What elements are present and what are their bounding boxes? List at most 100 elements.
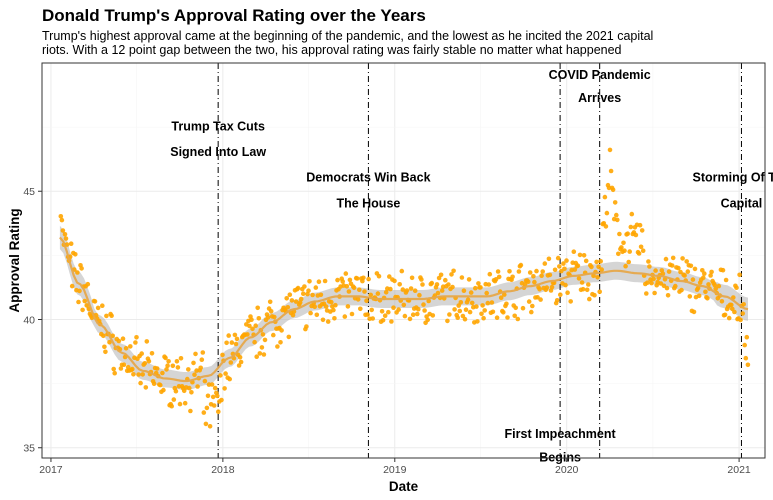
data-point (687, 294, 693, 299)
data-point (537, 287, 542, 292)
data-point (459, 275, 465, 280)
data-point (304, 324, 309, 329)
data-point (678, 269, 683, 275)
data-point (342, 314, 348, 319)
data-point (481, 315, 486, 321)
data-point (209, 382, 215, 387)
data-point (633, 232, 639, 238)
data-point (121, 362, 127, 368)
data-point (688, 263, 694, 269)
data-point (443, 277, 448, 283)
data-point (256, 316, 262, 321)
data-point (623, 263, 628, 269)
data-point (207, 424, 213, 429)
data-point (247, 323, 252, 329)
data-point (534, 268, 539, 274)
data-point (563, 282, 568, 288)
data-point (128, 344, 133, 349)
data-point (527, 270, 533, 275)
data-point (589, 264, 594, 270)
data-point (200, 350, 206, 355)
x-tick-label: 2020 (555, 464, 579, 476)
data-point (314, 312, 320, 318)
data-point (568, 299, 573, 304)
data-point (465, 297, 471, 303)
subtitle-line-1: Trump's highest approval came at the beg… (42, 29, 654, 43)
data-point (507, 269, 512, 274)
data-point (232, 332, 238, 338)
data-point (429, 280, 435, 286)
data-point (455, 315, 461, 321)
data-point (446, 282, 451, 287)
data-point (512, 313, 517, 319)
data-point (73, 252, 78, 257)
data-point (608, 168, 614, 174)
data-point (692, 266, 698, 272)
grid-lines (42, 62, 765, 458)
data-point (502, 292, 507, 297)
data-point (722, 312, 728, 318)
data-point (245, 332, 250, 337)
data-point (712, 282, 717, 288)
data-point (219, 397, 224, 403)
data-point (617, 231, 622, 237)
event-lines (217, 63, 742, 458)
data-point (234, 336, 240, 342)
data-point (625, 231, 630, 236)
confidence-band-area (59, 225, 748, 390)
data-point (165, 363, 170, 369)
data-point (109, 313, 114, 319)
data-point (564, 258, 569, 263)
data-point (490, 309, 496, 315)
data-point (719, 299, 725, 304)
data-point (581, 253, 587, 258)
data-point (325, 319, 331, 324)
data-point (389, 319, 394, 324)
data-point (68, 241, 74, 246)
data-point (289, 298, 295, 303)
data-point (298, 296, 304, 302)
data-point (169, 403, 174, 409)
data-point (102, 344, 107, 350)
data-point (685, 269, 691, 274)
data-point (565, 290, 570, 296)
data-point (215, 393, 220, 399)
data-point (745, 362, 751, 368)
data-point (365, 312, 370, 317)
data-point (615, 217, 620, 223)
axes: 2017 2018 2019 2020 2021 35 40 45 Date Approval R… (7, 62, 766, 494)
data-point (120, 336, 126, 342)
data-point (616, 251, 621, 257)
x-axis-title: Date (389, 479, 419, 494)
data-point (375, 291, 381, 296)
data-point (392, 278, 397, 284)
data-point (107, 339, 112, 345)
data-point (104, 313, 109, 319)
data-point (646, 259, 651, 264)
data-point (340, 279, 346, 284)
data-point (572, 267, 578, 272)
data-point (708, 273, 713, 278)
trend-line (59, 236, 749, 383)
data-point (469, 300, 475, 306)
data-point (205, 393, 211, 399)
data-point (614, 212, 619, 218)
data-point (644, 291, 649, 296)
data-point (201, 410, 207, 415)
data-point (80, 307, 85, 313)
data-point (216, 409, 221, 415)
data-point (738, 317, 743, 323)
data-point (639, 228, 645, 233)
data-point (504, 301, 509, 307)
data-point (647, 264, 652, 269)
data-point (575, 263, 581, 269)
data-point (79, 266, 84, 271)
data-point (222, 386, 227, 391)
data-point (552, 267, 558, 273)
data-point (417, 292, 422, 298)
data-point (737, 272, 742, 278)
data-point (476, 281, 481, 286)
data-point (370, 316, 376, 321)
data-point (434, 282, 440, 287)
data-point (366, 276, 371, 282)
